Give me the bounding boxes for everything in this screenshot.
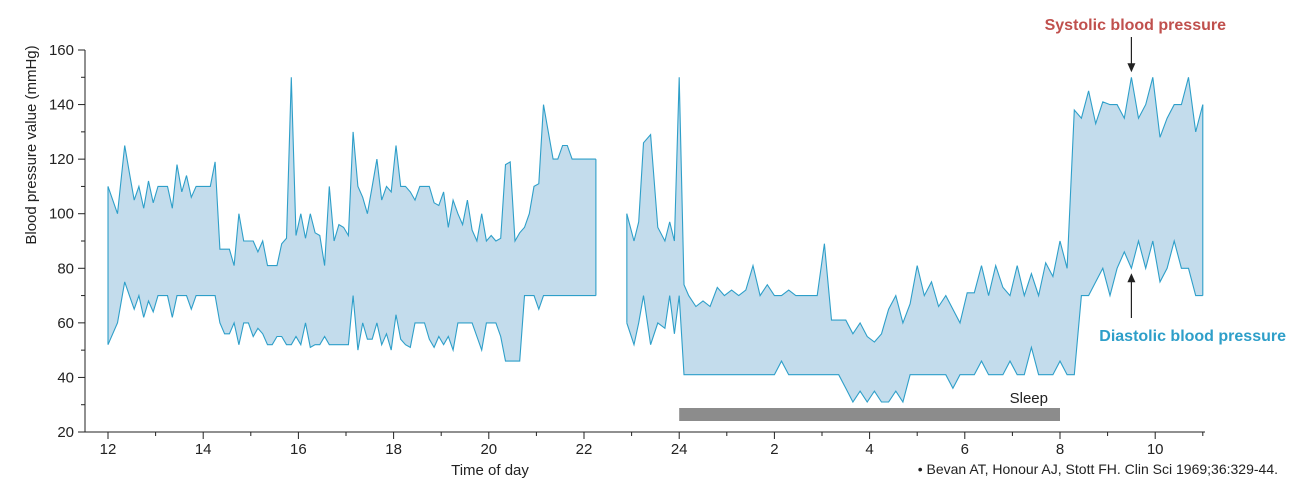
- x-tick-label-6: 24: [671, 441, 688, 458]
- pressure-band-segment-1: [108, 77, 596, 362]
- y-axis-title: Blood pressure value (mmHg): [23, 45, 40, 244]
- x-tick-label-3: 18: [385, 441, 402, 458]
- x-tick-label-11: 10: [1147, 441, 1164, 458]
- diastolic-line-segment-1: [107, 281, 596, 362]
- x-tick-label-7: 2: [770, 441, 778, 458]
- systolic-arrow-head: [1127, 63, 1136, 73]
- diastolic-arrow-head: [1127, 273, 1136, 283]
- sleep-bar: [679, 408, 1060, 421]
- y-tick-label-40: 40: [57, 369, 74, 386]
- y-tick-label-100: 100: [49, 206, 74, 223]
- systolic-line-segment-2: [626, 77, 1204, 343]
- x-tick-label-5: 22: [576, 441, 593, 458]
- x-tick-label-8: 4: [865, 441, 873, 458]
- y-tick-label-140: 140: [49, 97, 74, 114]
- x-tick-label-4: 20: [480, 441, 497, 458]
- citation: • Bevan AT, Honour AJ, Stott FH. Clin Sc…: [918, 461, 1278, 477]
- sleep-label: Sleep: [1010, 390, 1048, 407]
- x-tick-label-0: 12: [100, 441, 117, 458]
- x-axis-title: Time of day: [451, 462, 529, 479]
- pressure-band-segment-2: [626, 77, 1203, 403]
- systolic-line-segment-1: [107, 77, 596, 267]
- y-tick-label-80: 80: [57, 260, 74, 277]
- diastolic-annotation: Diastolic blood pressure: [1099, 328, 1286, 345]
- annotation-layer: Sleep Systolic blood pressure Diastolic bl…: [679, 17, 1286, 421]
- x-tick-label-2: 16: [290, 441, 307, 458]
- diastolic-line-segment-2: [626, 238, 1203, 404]
- systolic-annotation: Systolic blood pressure: [1045, 17, 1226, 34]
- x-tick-label-10: 8: [1056, 441, 1064, 458]
- y-tick-label-120: 120: [49, 151, 74, 168]
- y-tick-label-60: 60: [57, 315, 74, 332]
- y-tick-label-20: 20: [57, 424, 74, 441]
- x-tick-label-9: 6: [961, 441, 969, 458]
- pressure-band-layer: [107, 77, 1204, 404]
- y-tick-label-160: 160: [49, 42, 74, 59]
- x-tick-label-1: 14: [195, 441, 212, 458]
